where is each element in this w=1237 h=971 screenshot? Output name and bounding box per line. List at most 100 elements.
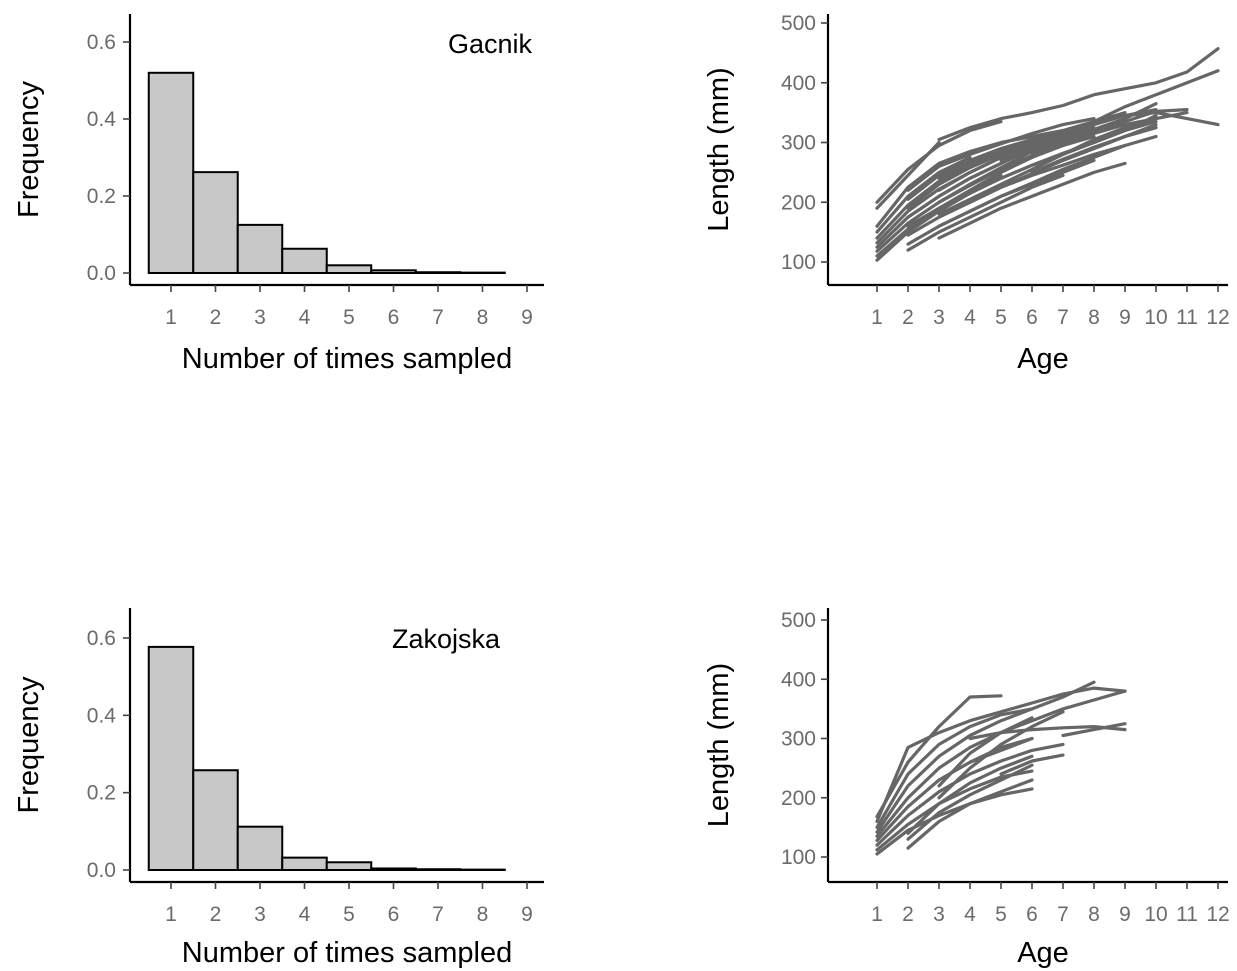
x-tick-label: 6 (388, 903, 400, 926)
growth-line (875, 119, 1003, 204)
x-tick-label: 4 (299, 903, 311, 926)
growth-line (906, 778, 1034, 850)
x-tick-label: 8 (477, 306, 489, 329)
growth-line (937, 161, 1127, 240)
growth-line (1061, 125, 1158, 162)
x-tick-label: 5 (343, 306, 355, 329)
x-tick-label: 1 (165, 903, 177, 926)
x-tick-label: 8 (1088, 306, 1100, 329)
y-tick-label: 200 (781, 787, 816, 810)
x-tick-label: 12 (1206, 306, 1229, 329)
x-tick-label: 3 (933, 306, 945, 329)
x-tick-label: 4 (964, 903, 976, 926)
growth-line (968, 736, 1034, 764)
x-tick-label: 7 (1057, 306, 1069, 329)
y-tick-label: 100 (781, 251, 816, 274)
growth-line (937, 47, 1220, 142)
x-axis-title: Number of times sampled (182, 937, 512, 969)
y-tick-label: 0.2 (87, 782, 116, 805)
growth-line (875, 694, 1003, 819)
bar (192, 171, 239, 275)
x-axis-title: Number of times sampled (182, 343, 512, 375)
y-tick-label: 200 (781, 191, 816, 214)
bar (236, 825, 284, 872)
bar (281, 856, 328, 871)
x-tick-label: 9 (521, 903, 533, 926)
x-tick-label: 12 (1206, 903, 1229, 926)
growth-line (968, 116, 1158, 186)
x-axis-title: Age (1017, 343, 1069, 375)
x-tick-label: 5 (343, 903, 355, 926)
x-tick-label: 1 (165, 306, 177, 329)
bar (325, 264, 373, 274)
x-tick-label: 7 (432, 306, 444, 329)
y-tick-label: 0.2 (87, 185, 116, 208)
x-tick-label: 6 (388, 306, 400, 329)
growth-line (937, 110, 1220, 192)
bar (147, 71, 195, 274)
x-tick-label: 5 (995, 306, 1007, 329)
growth-line (875, 707, 1034, 830)
y-tick-label: 0.6 (87, 31, 116, 54)
x-tick-label: 3 (933, 903, 945, 926)
y-axis-title: Frequency (13, 80, 45, 218)
growth-line (906, 754, 1034, 835)
growth-line (999, 102, 1158, 162)
y-tick-label: 0.4 (87, 704, 117, 727)
y-tick-label: 0.0 (87, 262, 116, 285)
x-tick-label: 7 (1057, 903, 1069, 926)
x-tick-label: 6 (1026, 903, 1038, 926)
y-tick-label: 0.6 (87, 627, 116, 650)
y-tick-label: 0.4 (87, 108, 117, 131)
y-tick-label: 300 (781, 132, 816, 155)
x-tick-label: 1 (871, 306, 883, 329)
growth-line (875, 686, 1127, 824)
growth-line (999, 113, 1158, 180)
bar (325, 861, 373, 871)
x-tick-label: 11 (1176, 306, 1198, 329)
growth-line (906, 137, 1034, 201)
x-tick-label: 8 (477, 903, 489, 926)
growth-line (999, 753, 1065, 776)
x-tick-label: 1 (871, 903, 883, 926)
x-tick-label: 8 (1088, 903, 1100, 926)
y-tick-label: 500 (781, 609, 816, 632)
growth-line (968, 110, 1127, 168)
x-tick-label: 6 (1026, 306, 1038, 329)
x-tick-label: 3 (254, 903, 266, 926)
x-tick-label: 9 (1119, 903, 1131, 926)
growth-line (937, 134, 1158, 228)
growth-line (937, 710, 1065, 800)
bar (192, 769, 239, 871)
growth-line (875, 128, 1065, 228)
growth-line (875, 742, 1065, 847)
y-tick-label: 400 (781, 668, 816, 691)
y-tick-label: 500 (781, 12, 816, 35)
growth-line (1092, 116, 1158, 145)
x-tick-label: 11 (1176, 903, 1198, 926)
x-tick-label: 3 (254, 306, 266, 329)
chart-panel-1: 0.0 0.2 0.4 0.6 1 2 3 4 5 6 7 8 9 Gacnik Number of tim… (13, 14, 544, 375)
x-tick-label: 2 (902, 306, 914, 329)
x-tick-label: 5 (995, 903, 1007, 926)
x-tick-label: 2 (210, 306, 222, 329)
bar (281, 247, 328, 274)
x-axis-title: Age (1017, 937, 1069, 969)
chart-panel-3: 0.0 0.2 0.4 0.6 1 2 3 4 5 6 7 8 9 Zakojska Number of t… (13, 608, 544, 969)
panel-label: Zakojska (392, 624, 501, 654)
x-tick-label: 2 (210, 903, 222, 926)
growth-line (906, 116, 1096, 192)
x-tick-label: 10 (1144, 903, 1167, 926)
x-tick-label: 4 (299, 306, 311, 329)
y-tick-label: 0.0 (87, 859, 116, 882)
growth-line (906, 763, 1034, 841)
x-tick-label: 9 (1119, 306, 1131, 329)
growth-line (875, 680, 1096, 834)
x-tick-label: 2 (902, 903, 914, 926)
growth-line (937, 716, 1034, 788)
panel-label: Gacnik (448, 29, 533, 59)
y-axis-title: Length (mm) (703, 663, 735, 827)
bar (147, 645, 195, 871)
growth-line (875, 155, 972, 234)
